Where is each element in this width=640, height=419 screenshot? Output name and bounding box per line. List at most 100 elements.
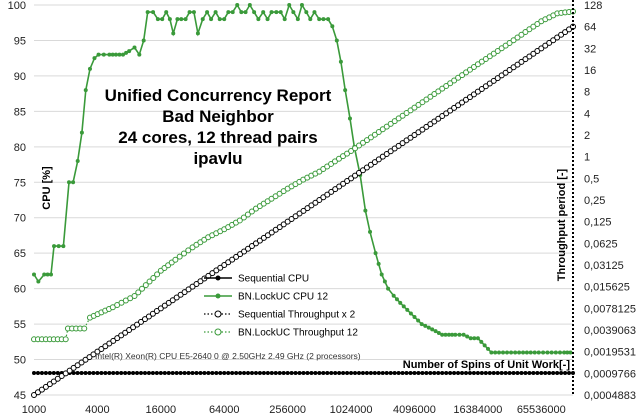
series-0-point-52 <box>238 371 243 376</box>
series-1-point-33 <box>171 31 176 36</box>
series-1-point-0 <box>32 272 36 277</box>
legend-label-0: Sequential CPU <box>238 274 309 285</box>
series-0-point-125 <box>527 371 532 376</box>
chart-title: Unified Concurrency Report Bad Neighbor … <box>105 86 332 168</box>
series-1-point-100 <box>446 332 451 337</box>
series-2-point-135 <box>566 26 573 33</box>
series-2-point-100 <box>427 121 434 128</box>
series-0-point-42 <box>198 371 203 376</box>
series-2-point-109 <box>462 96 469 103</box>
series-3-point-99 <box>423 96 430 103</box>
x-tick-labels: 1000 4000 16000 64000 256000 1024000 4096000 16… <box>22 404 566 416</box>
series-0-point-75 <box>329 371 334 376</box>
series-2-point-69 <box>304 205 311 212</box>
series-0-point-122 <box>515 371 520 376</box>
series-0-point-79 <box>345 371 350 376</box>
series-2-point-24 <box>126 327 133 334</box>
series-1-point-61 <box>291 10 296 15</box>
series-0-point-13 <box>83 371 88 376</box>
series-2-point-106 <box>451 104 458 111</box>
series-2-point-84 <box>363 164 370 171</box>
series-1-point-25 <box>137 52 142 57</box>
series-3-point-105 <box>447 80 454 87</box>
series-0-point-36 <box>174 371 179 376</box>
series-3-point-83 <box>359 139 366 146</box>
x-tick-1: 4000 <box>85 404 109 416</box>
series-0-point-91 <box>392 371 397 376</box>
series-1-point-122 <box>528 350 533 355</box>
series-1-point-85 <box>394 297 399 302</box>
series-0-point-49 <box>226 371 231 376</box>
y-left-tick-6: 75 <box>14 177 26 189</box>
series-0-point-92 <box>396 371 401 376</box>
series-3-point-98 <box>419 99 426 106</box>
x-tick-6: 4096000 <box>393 404 436 416</box>
series-0-point-90 <box>388 371 393 376</box>
series-0-point-30 <box>150 371 155 376</box>
series-2-point-107 <box>455 102 462 109</box>
series-3-point-109 <box>463 69 470 76</box>
series-0-point-66 <box>293 371 298 376</box>
y-right-tick-7: 0,0625 <box>584 238 618 250</box>
series-0-point-78 <box>341 371 346 376</box>
series-0-point-0 <box>32 371 36 376</box>
legend-label-3: BN.LockUC Throughput 12 <box>238 328 358 339</box>
series-0-point-44 <box>206 371 211 376</box>
series-2-point-65 <box>288 215 295 222</box>
series-0-point-12 <box>79 371 84 376</box>
series-0-point-1 <box>35 371 40 376</box>
series-1-point-34 <box>175 17 180 22</box>
series-0-point-93 <box>400 371 405 376</box>
series-0 <box>32 371 575 376</box>
y-left-tick-11: 100 <box>8 0 26 12</box>
series-0-point-111 <box>471 371 476 376</box>
series-1-point-62 <box>295 17 300 22</box>
series-3-point-76 <box>331 158 338 165</box>
series-1-point-57 <box>274 10 279 15</box>
series-2-point-25 <box>130 324 137 331</box>
series-1-point-88 <box>405 307 410 312</box>
series-2-point-87 <box>375 156 382 163</box>
series-0-point-121 <box>511 371 516 376</box>
series-1-point-65 <box>308 17 313 22</box>
series-2-point-91 <box>391 145 398 152</box>
series-1-point-39 <box>195 31 200 36</box>
series-0-point-2 <box>39 371 44 376</box>
series-1-point-59 <box>282 17 287 22</box>
series-3-point-93 <box>399 112 406 119</box>
y-right-tick-6: 0,03125 <box>584 260 624 272</box>
series-2-point-95 <box>407 134 414 141</box>
x-tick-2: 16000 <box>146 404 177 416</box>
y-right-tick-10: 0,5 <box>584 173 599 185</box>
series-1-point-9 <box>71 180 76 185</box>
series-0-point-116 <box>491 371 496 376</box>
x-axis-title: Number of Spins of Unit Work[-] <box>403 359 571 371</box>
series-1-point-7 <box>61 244 66 249</box>
series-1-point-126 <box>545 350 550 355</box>
series-2-point-116 <box>490 77 497 84</box>
series-2-point-81 <box>352 172 359 179</box>
series-0-point-64 <box>285 371 290 376</box>
series-2-point-122 <box>514 61 521 68</box>
series-1-point-13 <box>87 66 92 71</box>
series-1-point-6 <box>56 244 61 249</box>
series-3-point-90 <box>387 120 394 127</box>
series-2-point-128 <box>538 45 545 52</box>
gridlines <box>34 4 573 396</box>
series-1-point-44 <box>217 17 222 22</box>
series-1-point-10 <box>75 159 80 163</box>
series-0-point-59 <box>265 371 270 376</box>
series-0-point-129 <box>543 371 548 376</box>
series-3-point-122 <box>514 34 521 41</box>
series-3-point-79 <box>344 150 351 157</box>
series-2-point-31 <box>153 308 160 315</box>
series-1-point-8 <box>67 180 72 185</box>
series-0-point-32 <box>158 371 163 376</box>
series-1-point-63 <box>299 3 304 7</box>
series-3-point-37 <box>176 253 183 260</box>
series-1-point-18 <box>110 52 115 57</box>
legend-label-2: Sequential Throughput x 2 <box>238 310 356 321</box>
series-1-point-78 <box>368 229 373 234</box>
series-2-point-60 <box>268 229 275 236</box>
